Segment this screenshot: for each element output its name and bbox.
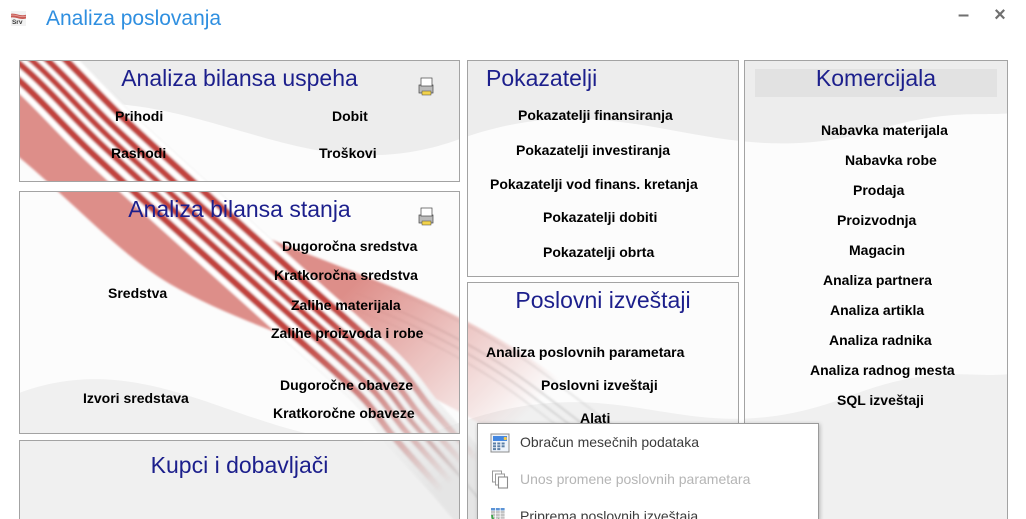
- svg-text:Srv: Srv: [12, 19, 23, 26]
